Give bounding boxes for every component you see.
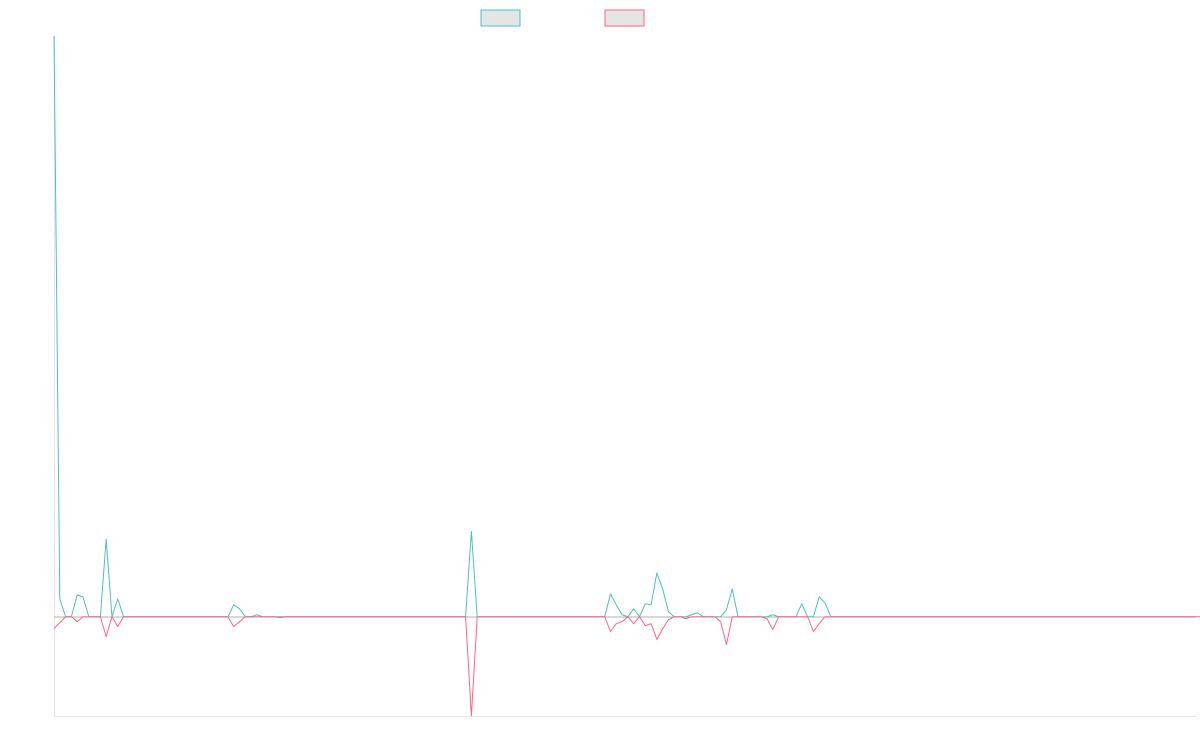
series-line-2	[53, 616, 1200, 717]
legend	[480, 9, 645, 27]
legend-swatch-2[interactable]	[604, 9, 645, 27]
plot-area	[53, 35, 1200, 717]
legend-swatch-1[interactable]	[480, 9, 521, 27]
series-line-1	[53, 35, 1196, 619]
series-group	[53, 35, 1200, 717]
